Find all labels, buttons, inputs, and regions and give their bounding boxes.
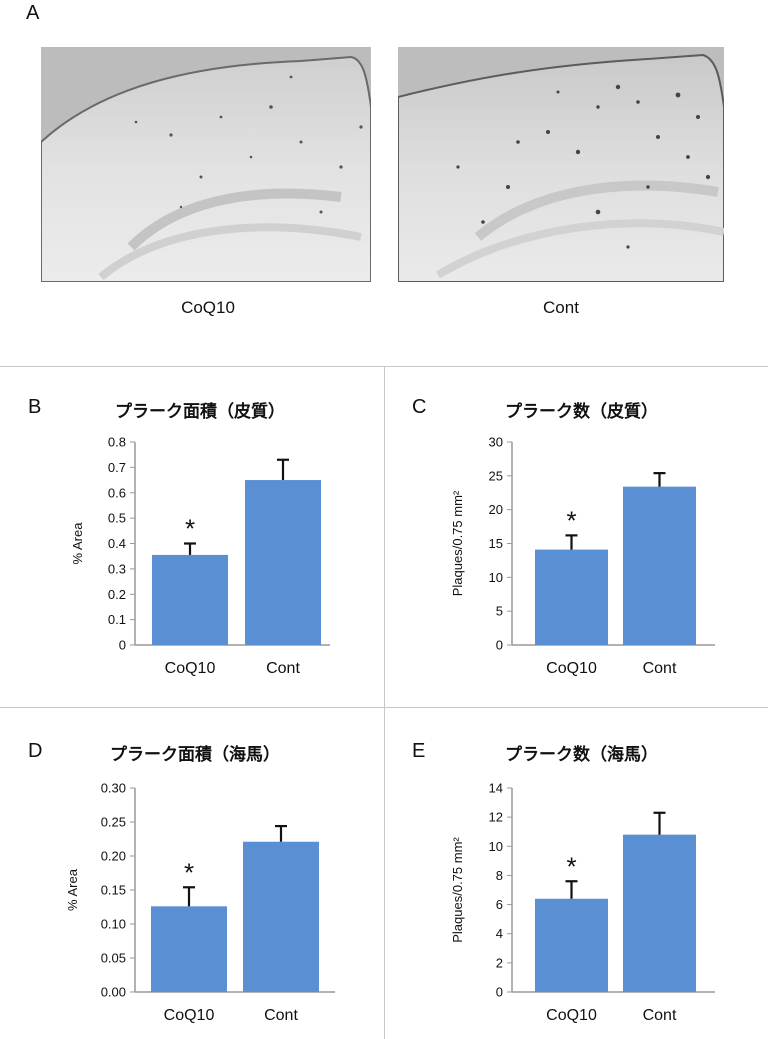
y-tick-label: 25 xyxy=(489,468,503,483)
y-tick-label: 30 xyxy=(489,435,503,450)
y-tick-label: 2 xyxy=(496,955,503,970)
significance-marker: * xyxy=(566,505,576,535)
y-tick-label: 0.20 xyxy=(101,849,126,864)
brain-section-image-cont xyxy=(398,47,724,282)
x-category-label: Cont xyxy=(643,1007,677,1024)
x-category-label: Cont xyxy=(643,660,677,677)
panel-letter-b: B xyxy=(28,396,42,418)
chart-title-e: プラーク数（海馬） xyxy=(505,745,658,764)
y-tick-label: 5 xyxy=(496,604,503,619)
significance-marker: * xyxy=(184,857,194,887)
divider-vertical xyxy=(384,366,385,1039)
panel-letter-c: C xyxy=(412,396,427,418)
y-axis-label: % Area xyxy=(70,522,85,565)
significance-marker: * xyxy=(566,851,576,881)
bar-chart-cortex-count: 0 5 10 15 20 25 30 Plaques/0.75 mm² * CoQ10 Cont xyxy=(450,435,715,677)
y-tick-label: 0.7 xyxy=(108,460,126,475)
y-tick-label: 4 xyxy=(496,926,503,941)
y-tick-label: 14 xyxy=(489,781,503,796)
image-caption-cont: Cont xyxy=(543,298,579,317)
y-tick-label: 20 xyxy=(489,502,503,517)
bar-cont xyxy=(245,480,321,645)
y-tick-label: 12 xyxy=(489,810,503,825)
y-tick-label: 0.25 xyxy=(101,815,126,830)
y-tick-label: 8 xyxy=(496,868,503,883)
chart-title-c: プラーク数（皮質） xyxy=(505,402,658,421)
bar-cont xyxy=(623,834,696,992)
y-tick-label: 0.6 xyxy=(108,485,126,500)
y-axis-label: Plaques/0.75 mm² xyxy=(450,837,465,943)
bar-cont xyxy=(243,841,319,992)
y-tick-label: 0.10 xyxy=(101,917,126,932)
y-tick-label: 0 xyxy=(496,985,503,1000)
bar-coq10 xyxy=(535,898,608,992)
y-tick-label: 0.2 xyxy=(108,587,126,602)
y-tick-label: 10 xyxy=(489,570,503,585)
y-tick-label: 15 xyxy=(489,536,503,551)
bar-chart-cortex-area: 0 0.1 0.2 0.3 0.4 0.5 0.6 0.7 0.8 % Area * CoQ10 Con… xyxy=(70,435,330,677)
y-tick-label: 6 xyxy=(496,897,503,912)
y-tick-label: 0 xyxy=(496,638,503,653)
y-axis-label: Plaques/0.75 mm² xyxy=(450,490,465,596)
x-category-label: CoQ10 xyxy=(546,1007,597,1024)
y-tick-label: 0.5 xyxy=(108,511,126,526)
bar-coq10 xyxy=(535,549,608,645)
x-category-label: Cont xyxy=(266,660,300,677)
y-axis-label: % Area xyxy=(65,868,80,911)
bar-cont xyxy=(623,486,696,645)
y-tick-label: 0.8 xyxy=(108,435,126,450)
x-category-label: Cont xyxy=(264,1007,298,1024)
panel-letter-d: D xyxy=(28,740,43,762)
y-tick-label: 0.15 xyxy=(101,883,126,898)
x-category-label: CoQ10 xyxy=(165,660,216,677)
significance-marker: * xyxy=(185,514,195,544)
bar-chart-hippocampus-area: 0.00 0.05 0.10 0.15 0.20 0.25 0.30 % Area * CoQ10… xyxy=(65,781,335,1024)
brain-section-image-coq10 xyxy=(41,47,371,282)
x-category-label: CoQ10 xyxy=(546,660,597,677)
y-tick-label: 0.4 xyxy=(108,536,126,551)
panel-letter-a: A xyxy=(26,2,40,24)
bar-coq10 xyxy=(151,906,227,992)
y-tick-label: 0 xyxy=(119,638,126,653)
y-tick-label: 0.05 xyxy=(101,951,126,966)
y-tick-label: 10 xyxy=(489,839,503,854)
panel-letter-e: E xyxy=(412,740,426,762)
y-tick-label: 0.3 xyxy=(108,561,126,576)
x-category-label: CoQ10 xyxy=(164,1007,215,1024)
chart-title-d: プラーク面積（海馬） xyxy=(110,745,280,764)
bar-chart-hippocampus-count: 0 2 4 6 8 10 12 14 Plaques/0.75 mm² * CoQ10 Cont xyxy=(450,781,715,1024)
y-tick-label: 0.1 xyxy=(108,612,126,627)
y-tick-label: 0.30 xyxy=(101,781,126,796)
chart-title-b: プラーク面積（皮質） xyxy=(115,402,285,421)
image-caption-coq10: CoQ10 xyxy=(181,298,235,317)
y-tick-label: 0.00 xyxy=(101,985,126,1000)
bar-coq10 xyxy=(152,554,228,645)
